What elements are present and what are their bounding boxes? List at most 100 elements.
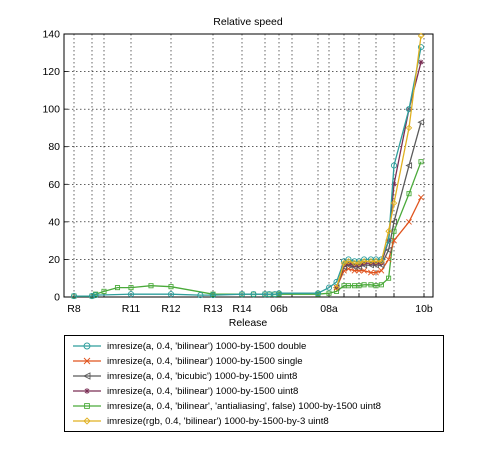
data-point [367,269,374,276]
data-point [355,259,363,267]
series-5 [71,159,424,299]
data-point [92,292,99,299]
data-point [356,283,362,289]
legend-entry: imresize(a, 0.4, 'bilinear') 1000-by-150… [65,339,443,354]
y-tick-label: 40 [48,216,60,228]
legend-entry: imresize(rgb, 0.4, 'bilinear') 1000-by-1… [65,414,443,429]
data-point [345,283,352,289]
data-point [391,181,397,187]
data-point [128,285,134,291]
series-line [74,47,422,297]
data-point [418,59,424,65]
data-point [385,256,392,263]
data-point [314,290,322,297]
chart-svg: Relative speed Release 0 20 40 60 80 100 120 14… [42,16,434,329]
data-point [390,218,398,226]
legend-entry: imresize(a, 0.4, 'bilinear') 1000-by-150… [65,354,443,369]
legend-swatch-icon [73,403,101,409]
data-point [209,292,217,299]
data-point [83,357,91,365]
plot-frame [63,33,434,298]
y-tick-label: 120 [42,66,60,78]
y-tick-label: 80 [48,141,60,153]
data-point [405,162,413,169]
data-point [418,159,424,165]
legend-label: imresize(a, 0.4, 'bilinear') 1000-by-150… [107,386,299,397]
data-point [372,258,380,265]
data-point [83,417,91,425]
data-point [345,258,352,265]
data-point [405,124,413,132]
data-point [373,260,379,266]
data-point [391,237,397,244]
data-point [114,285,121,291]
data-point [325,284,333,291]
series-group [70,32,425,300]
legend-label: imresize(a, 0.4, 'bilinear', 'antialiasi… [107,401,381,412]
series-line [335,35,422,288]
data-point [351,262,358,268]
series-line [335,62,422,288]
legend-label: imresize(a, 0.4, 'bilinear') 1000-by-150… [107,341,307,352]
series-line [335,197,422,288]
data-point [333,284,340,291]
data-point [373,269,379,276]
data-point [70,293,78,300]
x-tick-label: R8 [67,303,81,315]
data-point [84,403,90,409]
data-point [385,228,392,235]
data-point [390,162,398,169]
data-point [367,258,375,265]
legend-swatch-icon [73,357,101,365]
series-6 [333,32,425,291]
data-point [368,260,374,266]
data-point [368,282,374,288]
data-point [418,194,424,201]
data-point [250,291,257,298]
data-point [356,262,362,268]
x-tick-label: R14 [232,303,251,315]
data-point [275,290,283,297]
data-point [417,118,425,126]
data-point [82,372,91,380]
x-tick-label: R11 [122,303,141,315]
data-point [326,290,332,296]
data-point [378,260,384,266]
data-point [197,292,204,299]
legend-swatch-icon [73,417,101,425]
y-tick-label: 0 [54,292,60,304]
data-point [390,199,398,207]
x-tick-label: 08a [320,303,338,315]
legend-swatch-icon [73,388,101,394]
data-point [378,256,385,263]
data-point [378,267,385,274]
data-point [361,260,367,266]
legend-label: imresize(a, 0.4, 'bicubic') 1000-by-1500… [107,371,298,382]
data-point [345,260,352,266]
data-point [238,291,246,298]
data-point [378,258,385,265]
data-point [83,342,91,350]
data-point [148,283,154,289]
legend-label: imresize(a, 0.4, 'bilinear') 1000-by-150… [107,356,303,367]
series-1 [70,44,425,300]
data-point [417,44,425,51]
y-tick-label: 20 [48,254,60,266]
data-point [360,258,368,265]
x-tick-label: R13 [203,303,222,315]
data-point [361,256,368,263]
data-point [127,291,135,298]
data-point [84,388,90,394]
data-point [384,246,392,254]
data-point [101,288,107,294]
legend: imresize(a, 0.4, 'bilinear') 1000-by-150… [64,335,444,432]
legend-label: imresize(rgb, 0.4, 'bilinear') 1000-by-1… [107,416,329,427]
data-point [361,267,368,274]
data-point [345,256,352,263]
legend-swatch-icon [73,372,101,380]
data-point [333,285,340,291]
x-tick-label: 10b [415,303,433,315]
data-point [340,259,348,267]
data-point [261,291,269,298]
